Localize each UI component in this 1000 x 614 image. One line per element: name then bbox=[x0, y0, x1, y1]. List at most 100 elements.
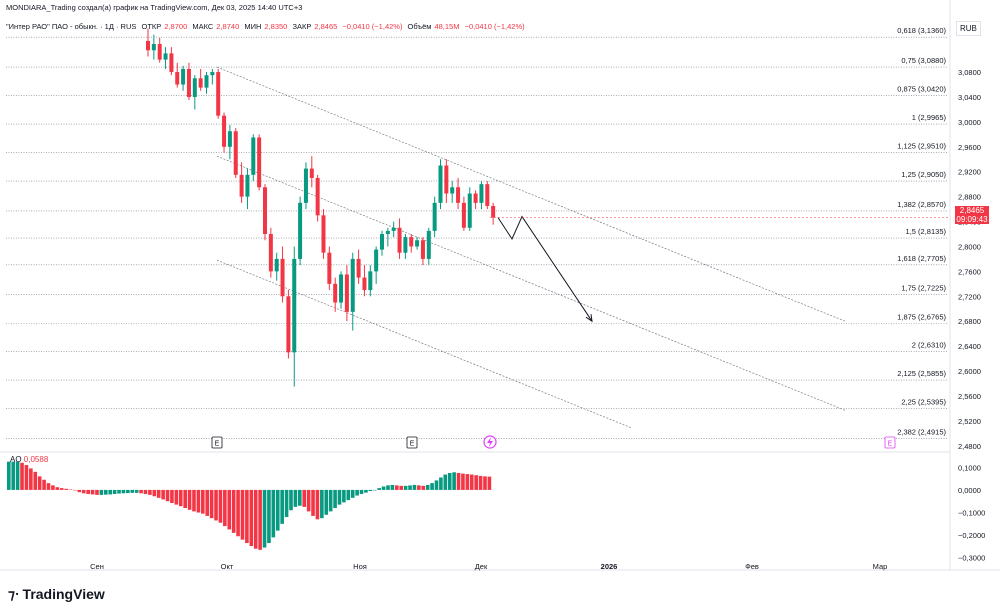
ao-bar bbox=[73, 489, 77, 491]
volume-value: 48,15M bbox=[434, 22, 460, 31]
ao-bar bbox=[245, 489, 249, 544]
time-tick: Окт bbox=[221, 562, 234, 571]
ao-bar bbox=[452, 472, 456, 490]
price-tick: 3,0800 bbox=[958, 68, 981, 77]
candle-body bbox=[157, 44, 162, 60]
high-label: МАКС bbox=[192, 22, 214, 31]
ao-bar bbox=[342, 489, 346, 503]
time-tick: Ноя bbox=[353, 562, 367, 571]
ao-bar bbox=[271, 489, 276, 538]
price-tick: 2,6400 bbox=[958, 342, 981, 351]
open-label: ОТКР bbox=[141, 22, 162, 31]
candle-body bbox=[192, 78, 197, 97]
ao-bar bbox=[108, 489, 113, 495]
ao-name: AO bbox=[10, 455, 22, 464]
fib-label: 1,25 (2,9050) bbox=[901, 170, 946, 179]
ao-bar bbox=[417, 485, 421, 490]
axes: 3,0800 3,0400 3,0000 2,9600 2,9200 2,8800 2,84… bbox=[0, 0, 1000, 571]
ao-bar bbox=[346, 489, 351, 501]
ao-bar bbox=[156, 489, 161, 498]
candle-body bbox=[356, 258, 361, 278]
ao-bar bbox=[302, 489, 307, 507]
volume-label: Объём bbox=[407, 22, 432, 31]
event-marker: E bbox=[884, 436, 896, 449]
ao-bar bbox=[350, 489, 355, 498]
channel-line bbox=[216, 155, 846, 411]
ao-bar bbox=[81, 489, 86, 494]
candle-body bbox=[380, 234, 384, 250]
ao-bar bbox=[174, 489, 179, 505]
open-value: 2,8700 bbox=[164, 22, 188, 31]
fib-label: 2,125 (2,5855) bbox=[897, 369, 946, 378]
candle-body bbox=[286, 296, 291, 353]
price-tick: 2,5200 bbox=[958, 417, 981, 426]
ao-bar bbox=[192, 489, 196, 512]
ao-bar bbox=[289, 489, 293, 511]
tradingview-logo[interactable]: ⁊ᐧ TradingView bbox=[8, 586, 105, 603]
candle-body bbox=[432, 202, 437, 231]
price-tick: 2,7600 bbox=[958, 267, 981, 276]
ao-bar bbox=[280, 489, 284, 524]
candle-body bbox=[257, 137, 262, 188]
candle-body bbox=[426, 230, 431, 259]
candle-body bbox=[303, 168, 308, 203]
candle-body bbox=[403, 237, 408, 253]
event-marker: E bbox=[406, 436, 418, 449]
ao-bar bbox=[465, 474, 470, 490]
candle-body bbox=[368, 271, 373, 291]
time-tick: Сен bbox=[90, 562, 104, 571]
candle-body bbox=[163, 53, 168, 60]
ao-bar bbox=[461, 473, 465, 490]
candle-body bbox=[315, 177, 320, 216]
candle-body bbox=[420, 240, 425, 259]
fib-label: 1,125 (2,9510) bbox=[897, 141, 946, 150]
ao-bar bbox=[55, 487, 60, 490]
ao-bar bbox=[337, 489, 342, 505]
candle-body bbox=[438, 165, 443, 203]
ao-bar bbox=[236, 489, 240, 537]
ao-bar bbox=[478, 475, 483, 490]
ao-bar bbox=[143, 489, 148, 494]
fib-label: 2,25 (2,5395) bbox=[901, 398, 946, 407]
ao-bar bbox=[430, 483, 434, 490]
candle-body bbox=[233, 131, 238, 175]
ao-tick: 0,1000 bbox=[958, 463, 981, 472]
ao-bar bbox=[328, 489, 333, 512]
ao-bar bbox=[104, 489, 108, 495]
ao-bar bbox=[253, 489, 258, 549]
ao-bar bbox=[306, 489, 311, 512]
ao-legend[interactable]: AO 0,0588 bbox=[10, 455, 48, 464]
ao-bar bbox=[293, 489, 298, 507]
ao-bar bbox=[178, 489, 183, 507]
candle-body bbox=[491, 205, 496, 218]
ao-bar bbox=[64, 488, 68, 490]
candle-body bbox=[216, 72, 221, 116]
ao-bar bbox=[59, 488, 64, 490]
ao-bar bbox=[205, 489, 210, 516]
ao-bar bbox=[439, 477, 443, 490]
ao-bar bbox=[126, 489, 130, 494]
ao-bar bbox=[315, 489, 320, 520]
candle-body bbox=[181, 68, 186, 85]
ao-bar bbox=[223, 489, 227, 527]
chart-author-line: MONDIARA_Trading создал(а) график на Tra… bbox=[6, 3, 303, 12]
ao-bar bbox=[7, 461, 11, 490]
symbol-name[interactable]: "Интер РАО" ПАО - обыкн. · 1Д · RUS bbox=[6, 22, 137, 31]
ao-tick: −0,1000 bbox=[958, 509, 985, 518]
countdown: 09:09:43 bbox=[956, 215, 988, 224]
symbol-ohlc-line: "Интер РАО" ПАО - обыкн. · 1Д · RUS ОТКР… bbox=[6, 22, 528, 31]
ao-bar bbox=[421, 485, 426, 490]
price-tick: 2,8000 bbox=[958, 242, 981, 251]
currency-button[interactable]: RUB bbox=[956, 21, 981, 36]
candle-body bbox=[397, 227, 402, 253]
price-tick: 2,9200 bbox=[958, 168, 981, 177]
ao-bar bbox=[381, 486, 386, 490]
low-label: МИН bbox=[244, 22, 262, 31]
ao-bar bbox=[249, 489, 254, 546]
ao-bar bbox=[117, 489, 121, 494]
candle-body bbox=[292, 258, 297, 353]
candle-body bbox=[391, 227, 396, 231]
candle-body bbox=[450, 187, 455, 194]
price-tick: 2,4800 bbox=[958, 442, 981, 451]
